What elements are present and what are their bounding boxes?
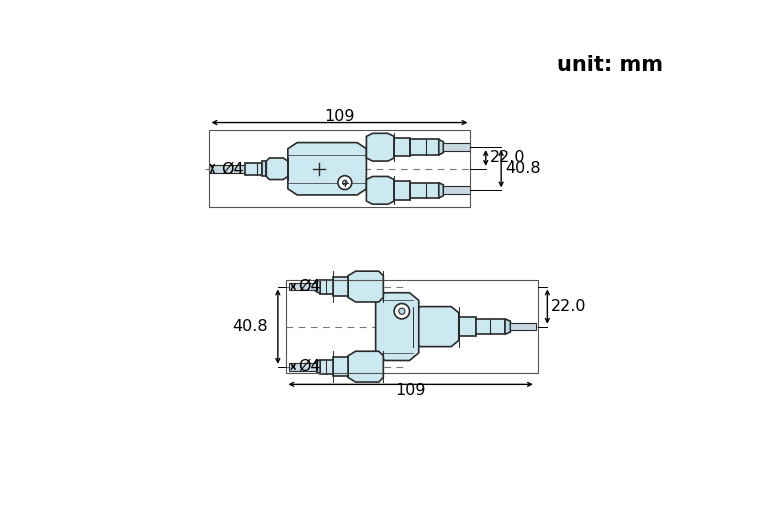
Circle shape	[338, 176, 352, 189]
Bar	[476, 319, 505, 334]
Text: 109: 109	[325, 109, 355, 124]
Circle shape	[343, 180, 347, 185]
Text: Ø4: Ø4	[299, 359, 321, 374]
Text: unit: mm: unit: mm	[557, 55, 663, 75]
Circle shape	[399, 308, 405, 314]
Text: 109: 109	[395, 383, 426, 398]
Bar	[443, 143, 470, 151]
Circle shape	[394, 303, 410, 319]
Bar	[208, 130, 470, 207]
Bar	[290, 363, 315, 370]
Bar	[459, 318, 476, 336]
Bar	[286, 280, 538, 373]
Bar	[320, 279, 333, 294]
Polygon shape	[266, 158, 288, 179]
Polygon shape	[288, 143, 366, 195]
Polygon shape	[375, 293, 419, 361]
Text: Ø4: Ø4	[222, 161, 244, 176]
Text: 40.8: 40.8	[233, 319, 268, 334]
Polygon shape	[348, 351, 383, 382]
Polygon shape	[505, 319, 511, 334]
Polygon shape	[366, 133, 394, 161]
Bar	[245, 163, 261, 175]
Polygon shape	[315, 360, 320, 373]
Bar	[410, 140, 439, 155]
Text: 22.0: 22.0	[489, 150, 525, 166]
Polygon shape	[366, 176, 394, 204]
Polygon shape	[315, 279, 320, 294]
Text: 40.8: 40.8	[505, 161, 540, 176]
Text: Ø4: Ø4	[299, 279, 321, 294]
Polygon shape	[348, 271, 383, 302]
Bar	[394, 181, 410, 200]
Bar	[290, 283, 315, 291]
Bar	[208, 165, 245, 173]
Text: 22.0: 22.0	[551, 299, 587, 314]
Bar	[261, 161, 266, 176]
Bar	[410, 182, 439, 198]
Bar	[333, 358, 348, 376]
Bar	[511, 323, 536, 331]
Polygon shape	[413, 307, 459, 346]
Bar	[320, 360, 333, 373]
Bar	[333, 277, 348, 296]
Polygon shape	[439, 182, 443, 198]
Bar	[394, 138, 410, 156]
Bar	[443, 186, 470, 194]
Polygon shape	[439, 140, 443, 155]
